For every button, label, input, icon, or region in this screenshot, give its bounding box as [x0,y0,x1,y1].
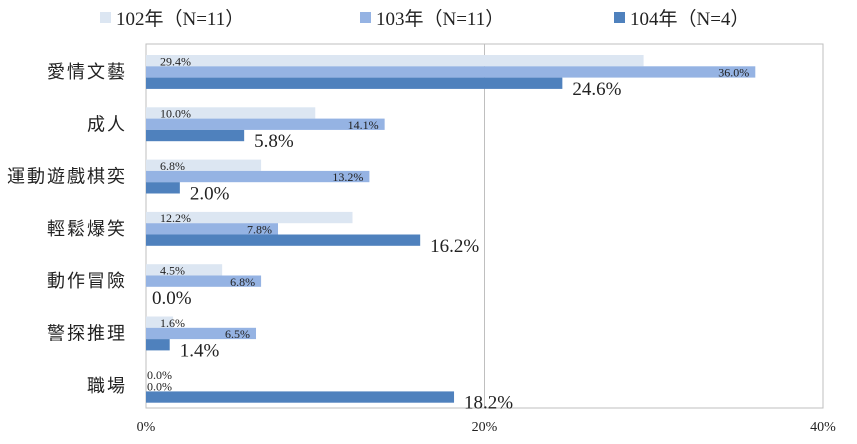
legend-item-103: 103年（N=11） [360,4,504,31]
data-label: 2.0% [190,184,230,205]
data-label: 12.2% [160,211,191,225]
bar-104-5 [146,339,170,351]
bar-102-2 [146,159,262,171]
legend-swatch-102 [100,12,111,23]
bar-103-1 [146,118,385,130]
data-label: 18.2% [464,393,513,414]
data-label: 4.5% [160,264,185,278]
data-label: 6.8% [230,275,255,289]
data-label: 1.6% [160,316,185,330]
bar-104-1 [146,129,245,142]
x-tick-label: 0% [137,420,156,435]
x-tick-label: 20% [472,420,498,435]
data-label: 13.2% [332,170,363,184]
category-label: 運動遊戲棋奕 [7,167,127,188]
bar-102-4 [146,264,223,276]
category-label: 警探推理 [47,323,127,344]
data-label: 5.8% [254,131,294,152]
bar-102-1 [146,107,316,119]
bar-104-3 [146,234,421,246]
category-label: 成人 [87,114,127,135]
data-label: 14.1% [348,118,379,132]
bar-104-6 [146,391,455,403]
bar-103-3 [146,223,279,235]
data-label: 16.2% [430,236,479,257]
bar-104-0 [146,77,563,89]
legend-label-102: 102年（N=11） [116,9,245,30]
x-tick-label: 40% [810,420,836,435]
data-label: 7.8% [247,223,272,237]
data-label: 24.6% [572,79,621,100]
legend-item-104: 104年（N=4） [614,4,749,31]
bar-103-4 [146,275,262,287]
category-label: 輕鬆爆笑 [47,218,127,240]
bar-102-5 [146,316,174,328]
bar-103-2 [146,170,370,183]
legend-label-104: 104年（N=4） [630,9,750,30]
data-label: 6.5% [225,327,250,341]
legend-swatch-103 [360,12,371,23]
data-label: 0.0% [152,288,192,309]
data-label: 0.0% [147,379,172,393]
category-label: 愛情文藝 [47,62,127,83]
data-label: 10.0% [160,107,191,121]
bar-104-2 [146,182,180,194]
category-label: 職場 [87,376,127,397]
bar-103-0 [146,66,756,78]
data-label: 6.8% [160,159,185,173]
data-label: 36.0% [718,66,749,80]
data-label: 0.0% [147,368,172,382]
legend-swatch-104 [614,12,625,23]
data-label: 29.4% [160,54,191,68]
legend-item-102: 102年（N=11） [100,4,244,31]
data-label: 1.4% [180,340,220,361]
chart-legend: 102年（N=11） 103年（N=11） 104年（N=4） [0,4,857,31]
bar-103-5 [146,327,257,340]
bar-102-0 [146,55,644,67]
bar-102-3 [146,211,353,224]
category-label: 動作冒險 [47,271,127,292]
legend-label-103: 103年（N=11） [376,9,505,30]
